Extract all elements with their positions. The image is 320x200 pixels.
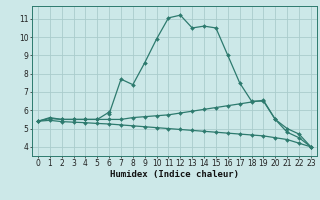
- X-axis label: Humidex (Indice chaleur): Humidex (Indice chaleur): [110, 170, 239, 179]
